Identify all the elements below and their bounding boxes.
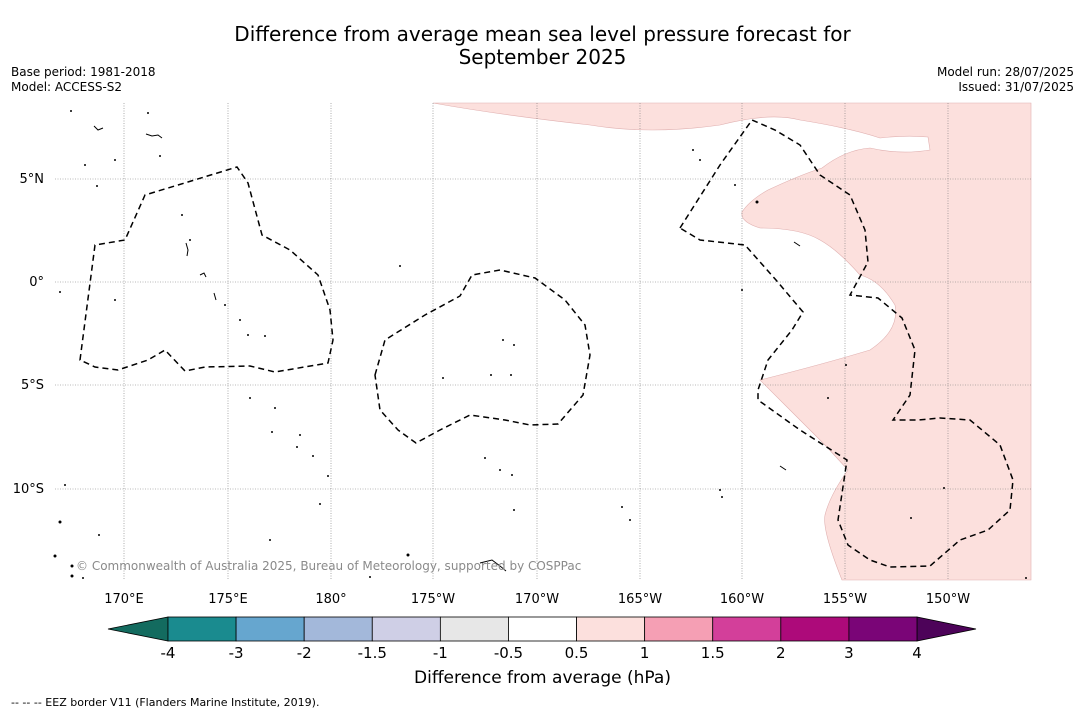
model-run: Model run: 28/07/2025	[936, 65, 1074, 79]
issued-date: Issued: 31/07/2025	[958, 80, 1074, 94]
colorbar-swatch	[303, 616, 373, 642]
title-line-1: Difference from average mean sea level p…	[234, 22, 851, 46]
lon-tick-label: 165°W	[618, 592, 662, 607]
island-outline	[93, 125, 104, 131]
island-outline	[213, 292, 217, 301]
island-dots	[53, 110, 1027, 579]
colorbar-tick-label: 4	[912, 644, 922, 662]
colorbar-swatch	[848, 616, 918, 642]
eez-legend-note: -- -- -- EEZ border V11 (Flanders Marine…	[11, 696, 320, 709]
colorbar-swatch	[780, 616, 850, 642]
island-outline	[479, 559, 507, 572]
graticule	[55, 103, 1031, 580]
colorbar-swatch	[644, 616, 714, 642]
lon-tick-label: 170°W	[515, 592, 559, 607]
model-name: Model: ACCESS-S2	[11, 80, 123, 94]
lat-tick-label: 10°S	[13, 482, 44, 497]
colorbar-tick-label: 2	[776, 644, 786, 662]
colorbar-tick-label: 3	[844, 644, 854, 662]
colorbar-tick-label: -4	[161, 644, 176, 662]
island-outline	[185, 242, 189, 257]
lon-tick-label: 160°W	[720, 592, 764, 607]
colorbar-tick-label: -1	[433, 644, 448, 662]
island-outline	[793, 241, 801, 247]
colorbar: -4 -3 -2 -1.5 -1 -0.5 0.5 1 1.5 2 3 4	[107, 616, 977, 662]
lat-tick-label: 0°	[29, 275, 44, 290]
colorbar-tick-label: 1	[640, 644, 650, 662]
colorbar-low-extend	[107, 616, 169, 642]
colorbar-swatch	[712, 616, 782, 642]
colorbar-swatch	[576, 616, 646, 642]
lon-tick-label: 155°W	[823, 592, 867, 607]
eez-border-tokelau	[374, 269, 591, 444]
lat-tick-label: 5°S	[21, 378, 44, 393]
eez-border-tuvalu	[79, 166, 334, 373]
island-outlines	[93, 125, 801, 572]
colorbar-tick-label: 1.5	[701, 644, 725, 662]
colorbar-swatch	[371, 616, 441, 642]
eez-border-line-islands	[678, 119, 1014, 568]
lon-tick-label: 175°E	[208, 592, 248, 607]
colorbar-tick-label: -2	[297, 644, 312, 662]
island-outline	[779, 465, 787, 471]
pressure-anomaly-shading	[432, 102, 1032, 581]
colorbar-swatch	[167, 616, 237, 642]
colorbar-tick-label: -0.5	[494, 644, 523, 662]
colorbar-swatch	[235, 616, 305, 642]
meta-left: Base period: 1981-2018 Model: ACCESS-S2	[11, 65, 156, 95]
lat-tick-label: 5°N	[20, 172, 45, 187]
island-outline	[199, 272, 207, 278]
colorbar-high-extend	[916, 616, 977, 642]
title-line-2: September 2025	[458, 45, 627, 69]
colorbar-tick-label: 0.5	[565, 644, 589, 662]
colorbar-tick-label: -1.5	[358, 644, 387, 662]
lon-tick-label: 180°	[315, 592, 346, 607]
colorbar-label: Difference from average (hPa)	[414, 668, 671, 688]
copyright-notice: © Commonwealth of Australia 2025, Bureau…	[76, 559, 582, 573]
axis-tick-labels: 170°E 175°E 180° 175°W 170°W 165°W 160°W 155°W 1…	[13, 172, 971, 607]
colorbar-swatch	[508, 616, 577, 642]
base-period: Base period: 1981-2018	[11, 65, 156, 79]
eez-borders	[79, 119, 1014, 568]
lon-tick-label: 170°E	[104, 592, 144, 607]
lon-tick-label: 150°W	[926, 592, 970, 607]
colorbar-swatch	[439, 616, 509, 642]
meta-right: Model run: 28/07/2025 Issued: 31/07/2025	[937, 65, 1074, 95]
colorbar-tick-label: -3	[229, 644, 244, 662]
island-outline	[145, 133, 163, 139]
lon-tick-label: 175°W	[411, 592, 455, 607]
